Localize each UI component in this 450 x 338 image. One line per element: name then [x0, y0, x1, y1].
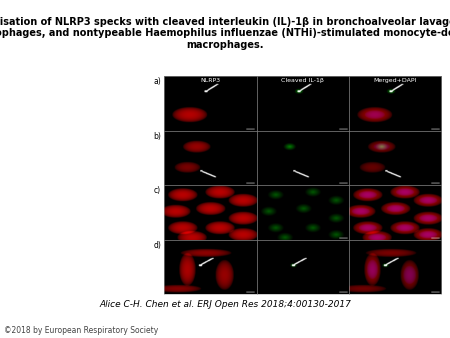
- Text: ©2018 by European Respiratory Society: ©2018 by European Respiratory Society: [4, 327, 159, 335]
- Text: Alice C-H. Chen et al. ERJ Open Res 2018;4:00130-2017: Alice C-H. Chen et al. ERJ Open Res 2018…: [99, 300, 351, 309]
- Text: Merged+DAPI: Merged+DAPI: [373, 78, 417, 83]
- Text: d): d): [153, 241, 161, 250]
- Text: a): a): [153, 77, 161, 86]
- Text: Colocalisation of NLRP3 specks with cleaved interleukin (IL)-1β in bronchoalveol: Colocalisation of NLRP3 specks with clea…: [0, 17, 450, 50]
- Text: NLRP3: NLRP3: [200, 78, 220, 83]
- Text: c): c): [153, 186, 160, 195]
- Text: Cleaved IL-1β: Cleaved IL-1β: [281, 78, 324, 83]
- Text: b): b): [153, 131, 161, 141]
